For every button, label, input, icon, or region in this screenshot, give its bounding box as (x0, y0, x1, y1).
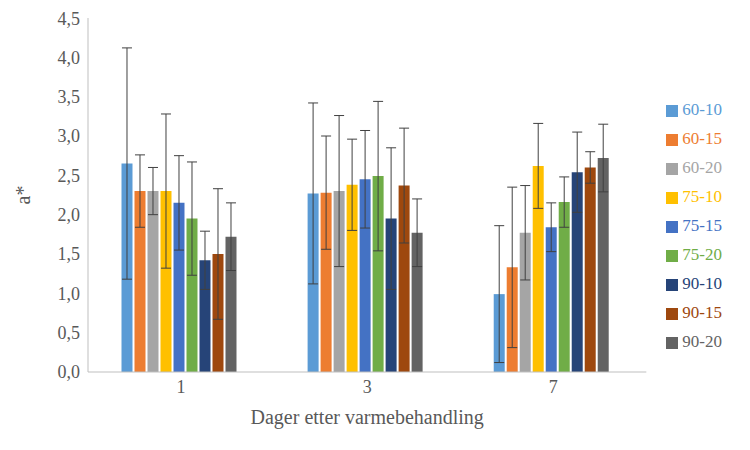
svg-text:1,0: 1,0 (58, 284, 81, 304)
svg-text:3: 3 (363, 377, 372, 397)
html-text:75-15: 75-15 (682, 215, 722, 235)
html-text:75-10: 75-10 (682, 186, 722, 206)
svg-text:3,5: 3,5 (58, 87, 81, 107)
svg-text:1,5: 1,5 (58, 244, 81, 264)
html-text:60-20: 60-20 (682, 157, 722, 177)
svg-text:7: 7 (549, 377, 558, 397)
svg-text:4,0: 4,0 (58, 48, 81, 68)
svg-text:4,5: 4,5 (58, 9, 81, 29)
html-text:75-20: 75-20 (682, 244, 722, 264)
html-text:90-15: 90-15 (682, 302, 722, 322)
svg-text:2,5: 2,5 (58, 166, 81, 186)
svg-text:1: 1 (177, 377, 186, 397)
html-text:90-20: 90-20 (682, 331, 722, 351)
svg-text:0,0: 0,0 (58, 362, 81, 382)
svg-text:2,0: 2,0 (58, 205, 81, 225)
html-text:60-10: 60-10 (682, 99, 722, 119)
svg-text:3,0: 3,0 (58, 126, 81, 146)
svg-text:Dager etter varmebehandling: Dager etter varmebehandling (251, 406, 484, 429)
svg-text:a*: a* (12, 186, 34, 205)
html-text:90-10: 90-10 (682, 273, 722, 293)
html-text:60-15: 60-15 (682, 128, 722, 148)
svg-text:0,5: 0,5 (58, 323, 81, 343)
